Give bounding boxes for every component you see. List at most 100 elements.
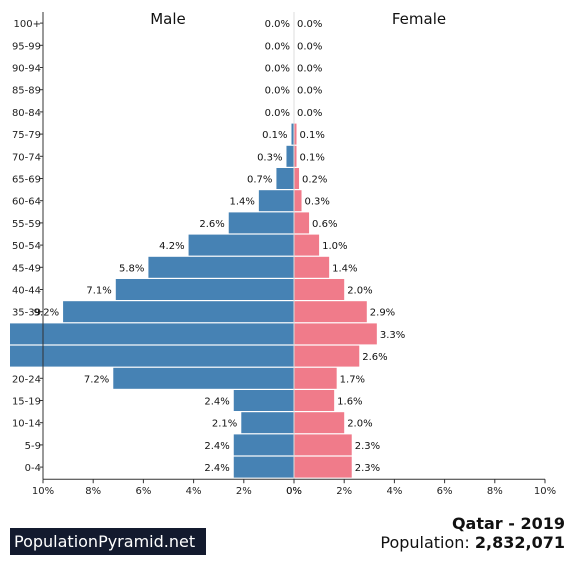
x-tick-label: 2% bbox=[336, 486, 352, 497]
male-bar bbox=[276, 168, 294, 189]
female-bar bbox=[294, 212, 310, 234]
female-value-label: 3.3% bbox=[380, 330, 405, 341]
x-tick-label: 0% bbox=[286, 486, 302, 497]
female-value-label: 0.6% bbox=[312, 219, 337, 230]
x-tick-label: 8% bbox=[487, 486, 503, 497]
female-bar bbox=[294, 234, 320, 256]
female-value-label: 1.6% bbox=[337, 397, 362, 408]
age-label: 90-94 bbox=[12, 64, 41, 75]
age-label: 0-4 bbox=[25, 463, 41, 474]
x-tick-label: 6% bbox=[437, 486, 453, 497]
female-value-label: 0.1% bbox=[300, 130, 325, 141]
female-bar bbox=[294, 301, 367, 323]
age-label: 60-64 bbox=[12, 197, 41, 208]
male-value-label: 0.1% bbox=[262, 130, 287, 141]
age-label: 65-69 bbox=[12, 175, 41, 186]
male-value-label: 0.0% bbox=[265, 86, 290, 97]
x-tick-label: 10% bbox=[534, 486, 556, 497]
age-label: 100+ bbox=[14, 19, 41, 30]
male-bar bbox=[10, 345, 294, 367]
age-label: 40-44 bbox=[12, 286, 41, 297]
male-bar bbox=[291, 123, 294, 145]
female-value-label: 0.0% bbox=[297, 108, 322, 119]
female-value-label: 0.3% bbox=[305, 197, 330, 208]
male-value-label: 4.2% bbox=[159, 241, 184, 252]
male-bar bbox=[228, 212, 294, 234]
population-value: 2,832,071 bbox=[474, 533, 565, 552]
female-bar bbox=[294, 434, 352, 456]
female-value-label: 0.0% bbox=[297, 19, 322, 30]
male-bar bbox=[233, 390, 294, 411]
male-bar bbox=[188, 234, 294, 256]
female-bar bbox=[294, 279, 345, 300]
female-value-label: 0.0% bbox=[297, 64, 322, 75]
female-value-label: 2.6% bbox=[362, 352, 387, 363]
male-value-label: 0.7% bbox=[247, 175, 272, 186]
age-label: 10-14 bbox=[12, 419, 41, 430]
female-value-label: 0.2% bbox=[302, 175, 327, 186]
x-tick-label: 2% bbox=[236, 486, 252, 497]
female-value-label: 2.0% bbox=[347, 419, 372, 430]
population-line: Population: 2,832,071 bbox=[380, 533, 565, 552]
female-value-label: 0.1% bbox=[300, 152, 325, 163]
female-bar bbox=[294, 256, 330, 278]
x-tick-label: 6% bbox=[135, 486, 151, 497]
female-bar bbox=[294, 190, 302, 212]
male-value-label: 0.0% bbox=[265, 64, 290, 75]
population-pyramid-chart: Male Female 100+ 0.0% 0.0% 95-99 0.0% 0.0% 90-94… bbox=[10, 10, 556, 497]
female-value-label: 2.3% bbox=[355, 441, 380, 452]
male-value-label: 0.0% bbox=[265, 108, 290, 119]
male-bar bbox=[63, 301, 294, 323]
age-label: 80-84 bbox=[12, 108, 41, 119]
age-label: 35-39 bbox=[12, 308, 41, 319]
female-bar bbox=[294, 412, 345, 434]
age-label: 95-99 bbox=[12, 41, 41, 52]
male-bar bbox=[241, 412, 294, 434]
age-label: 50-54 bbox=[12, 241, 41, 252]
age-label: 20-24 bbox=[12, 374, 41, 385]
female-bar bbox=[294, 323, 377, 345]
male-value-label: 2.1% bbox=[212, 419, 237, 430]
age-label: 15-19 bbox=[12, 397, 41, 408]
male-bar bbox=[10, 323, 294, 345]
male-bar bbox=[233, 456, 294, 478]
male-value-label: 7.2% bbox=[84, 374, 109, 385]
male-value-label: 5.8% bbox=[119, 263, 144, 274]
male-value-label: 2.4% bbox=[204, 463, 229, 474]
x-tick-label: 4% bbox=[386, 486, 402, 497]
male-value-label: 1.4% bbox=[229, 197, 254, 208]
x-tick-label: 4% bbox=[186, 486, 202, 497]
male-value-label: 7.1% bbox=[86, 286, 111, 297]
male-bar bbox=[115, 279, 294, 300]
age-label: 5-9 bbox=[25, 441, 41, 452]
male-value-label: 9.2% bbox=[34, 308, 59, 319]
country-year-title: Qatar - 2019 bbox=[451, 514, 565, 533]
x-tick-label: 10% bbox=[32, 486, 54, 497]
male-value-label: 0.0% bbox=[265, 19, 290, 30]
male-bar bbox=[233, 434, 294, 456]
female-value-label: 1.4% bbox=[332, 263, 357, 274]
x-tick-label: 8% bbox=[85, 486, 101, 497]
male-value-label: 0.3% bbox=[257, 152, 282, 163]
brand-logo[interactable]: PopulationPyramid.net bbox=[10, 528, 206, 555]
age-label: 55-59 bbox=[12, 219, 41, 230]
male-bar bbox=[286, 145, 294, 167]
x-tick-label: 0% bbox=[286, 486, 302, 497]
male-bar bbox=[113, 367, 294, 389]
age-label: 70-74 bbox=[12, 152, 41, 163]
male-title: Male bbox=[150, 10, 186, 28]
age-label: 45-49 bbox=[12, 263, 41, 274]
male-value-label: 2.6% bbox=[199, 219, 224, 230]
female-bar bbox=[294, 456, 352, 478]
female-bar bbox=[294, 367, 337, 389]
brand-label: PopulationPyramid.net bbox=[14, 532, 196, 551]
female-value-label: 1.0% bbox=[322, 241, 347, 252]
population-label: Population: bbox=[380, 533, 470, 552]
male-bar bbox=[258, 190, 294, 212]
male-bar bbox=[148, 256, 294, 278]
age-label: 75-79 bbox=[12, 130, 41, 141]
male-value-label: 0.0% bbox=[265, 41, 290, 52]
female-value-label: 0.0% bbox=[297, 41, 322, 52]
female-value-label: 2.0% bbox=[347, 286, 372, 297]
female-bar bbox=[294, 168, 300, 189]
